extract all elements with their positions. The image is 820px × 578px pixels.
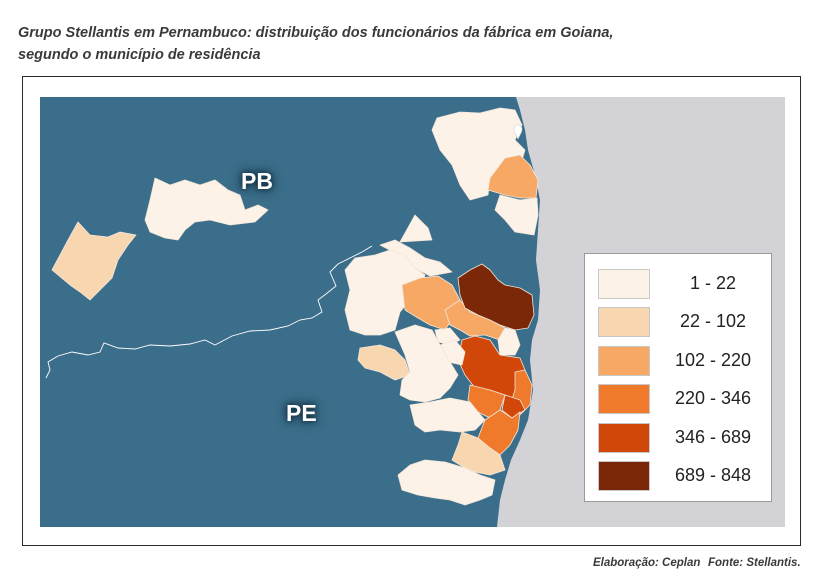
legend-label: 102 - 220 [674, 350, 752, 370]
legend-item: 1 - 22 [598, 269, 768, 299]
municipality-region [144, 177, 269, 241]
map-title-line-1: Grupo Stellantis em Pernambuco: distribu… [18, 25, 614, 41]
footer-fonte: Fonte: Stellantis. [708, 557, 801, 569]
municipality-region [497, 327, 521, 356]
legend-swatch [598, 423, 650, 453]
municipality-region [409, 397, 486, 433]
legend-swatch [598, 461, 650, 491]
municipality-region [487, 154, 539, 199]
state-border-line [45, 245, 373, 379]
state-label-pe: PE [286, 400, 317, 426]
map-title: Grupo Stellantis em Pernambuco: distribu… [18, 22, 798, 66]
goiana-marker-icon [513, 124, 523, 140]
legend-label: 220 - 346 [674, 388, 752, 408]
municipality-region [457, 263, 535, 331]
municipality-region [394, 324, 459, 403]
legend-item: 102 - 220 [598, 346, 768, 376]
municipality-region [397, 459, 496, 506]
legend-item: 346 - 689 [598, 423, 768, 453]
legend-label: 689 - 848 [674, 465, 752, 485]
municipality-region [494, 194, 539, 236]
municipality-region [51, 221, 137, 301]
legend-label: 1 - 22 [689, 273, 737, 293]
legend-item: 689 - 848 [598, 461, 768, 491]
footer-elaboracao: Elaboração: Ceplan [593, 557, 701, 569]
map-title-line-2: segundo o município de residência [18, 47, 261, 63]
legend-item: 220 - 346 [598, 384, 768, 414]
legend-label: 346 - 689 [674, 427, 752, 447]
municipality-regions [51, 107, 539, 506]
legend-swatch [598, 346, 650, 376]
municipality-region [399, 214, 433, 243]
legend-label: 22 - 102 [679, 311, 747, 331]
municipality-region [357, 344, 411, 381]
legend-item: 22 - 102 [598, 307, 768, 337]
legend-swatch [598, 269, 650, 299]
legend-swatch [598, 307, 650, 337]
map-legend: 1 - 22 22 - 102 102 - 220 220 - 346 346 … [584, 253, 772, 502]
state-label-pb: PB [241, 168, 273, 194]
legend-swatch [598, 384, 650, 414]
map-frame [22, 76, 801, 546]
municipality-region [451, 431, 506, 476]
